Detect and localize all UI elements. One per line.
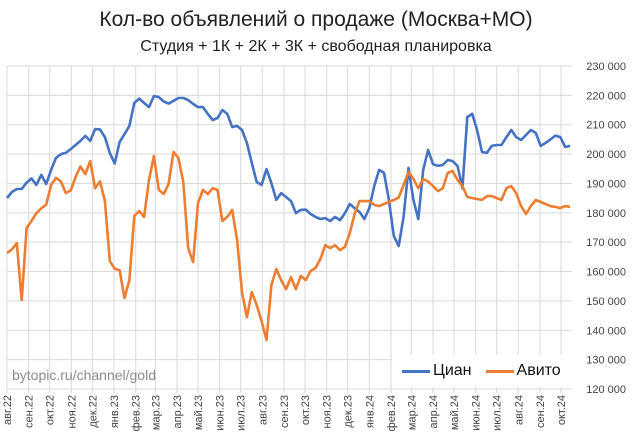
legend-item-cian: Циан	[402, 362, 472, 380]
y-tick-label: 150 000	[586, 296, 626, 308]
y-tick-label: 220 000	[586, 90, 626, 102]
x-tick-label: май.23	[193, 395, 205, 430]
y-tick-label: 160 000	[586, 267, 626, 279]
series-lines	[5, 94, 571, 342]
y-tick-label: 210 000	[586, 120, 626, 132]
y-tick-label: 130 000	[586, 355, 626, 367]
x-tick-label: апр.24	[428, 395, 440, 428]
x-tick-label: сен.22	[24, 395, 36, 428]
y-tick-label: 230 000	[586, 61, 626, 73]
x-tick-label: янв.24	[364, 395, 376, 428]
legend-label-cian: Циан	[433, 362, 472, 379]
y-tick-label: 140 000	[586, 325, 626, 337]
grid	[6, 65, 572, 393]
legend-label-avito: Авито	[516, 362, 561, 379]
legend: Циан Авито	[392, 355, 576, 387]
x-axis-ticks: авг.22 сен.22 окт.22 ноя.22 дек.22 янв.23 фев.…	[2, 395, 568, 431]
y-axis-ticks: 120 000 130 000 140 000 150 000 160 000 170 0…	[586, 61, 626, 396]
legend-swatch-cian	[402, 369, 430, 373]
x-tick-label: дек.23	[343, 395, 355, 428]
x-tick-label: июл.23	[236, 395, 248, 431]
legend-item-avito: Авито	[485, 362, 561, 380]
x-tick-label: июн.23	[215, 395, 227, 431]
x-tick-label: окт.22	[45, 395, 57, 425]
series-line-cian	[5, 94, 571, 248]
x-tick-label: сен.24	[535, 395, 547, 428]
y-tick-label: 190 000	[586, 178, 626, 190]
x-tick-label: фев.23	[131, 395, 143, 431]
x-tick-label: мар.23	[150, 395, 162, 430]
x-tick-label: мар.24	[406, 395, 418, 430]
x-tick-label: авг.24	[513, 395, 525, 425]
x-tick-label: окт.23	[300, 395, 312, 425]
y-tick-label: 200 000	[586, 149, 626, 161]
x-tick-label: ноя.23	[322, 395, 334, 428]
chart-title: Кол-во объявлений о продаже (Москва+МО)	[99, 8, 533, 31]
x-tick-label: апр.23	[172, 395, 184, 428]
x-tick-label: авг.22	[2, 395, 14, 425]
x-tick-label: дек.22	[87, 395, 99, 428]
x-tick-label: май.24	[449, 395, 461, 430]
y-tick-label: 180 000	[586, 208, 626, 220]
x-tick-label: июн.24	[471, 395, 483, 431]
x-tick-label: июл.24	[492, 395, 504, 431]
chart-subtitle: Студия + 1К + 2К + 3К + свободная планир…	[140, 38, 492, 55]
y-tick-label: 170 000	[586, 237, 626, 249]
y-tick-label: 120 000	[586, 384, 626, 396]
x-tick-label: янв.23	[109, 395, 121, 428]
x-tick-label: фев.24	[386, 395, 398, 431]
watermark: bytopic.ru/channel/gold	[12, 367, 156, 383]
legend-swatch-avito	[485, 369, 514, 373]
x-tick-label: окт.24	[556, 395, 568, 425]
series-line-avito	[6, 150, 571, 342]
x-tick-label: авг.23	[257, 395, 269, 425]
x-tick-label: сен.23	[279, 395, 291, 428]
x-tick-label: ноя.22	[66, 395, 78, 428]
